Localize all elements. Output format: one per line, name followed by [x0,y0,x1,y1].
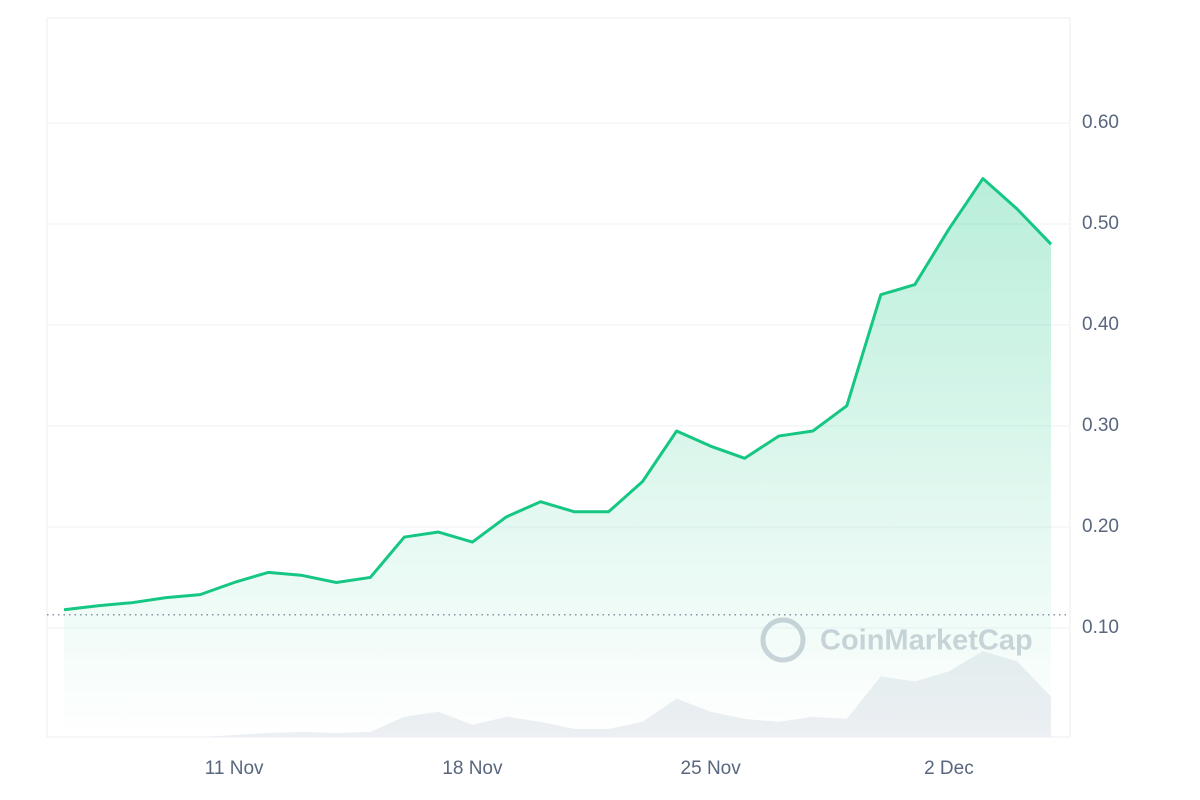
x-tick-label: 18 Nov [442,758,503,779]
y-tick-label: 0.60 [1082,112,1119,133]
x-tick-label: 2 Dec [924,758,974,779]
price-line [63,177,1053,612]
y-tick-label: 0.10 [1082,617,1119,638]
price-area [64,178,1051,737]
y-tick-label: 0.50 [1082,213,1119,234]
x-tick-label: 25 Nov [681,758,742,779]
y-tick-label: 0.30 [1082,415,1119,436]
y-tick-label: 0.20 [1082,516,1119,537]
y-tick-label: 0.40 [1082,314,1119,335]
x-tick-label: 11 Nov [205,758,264,779]
